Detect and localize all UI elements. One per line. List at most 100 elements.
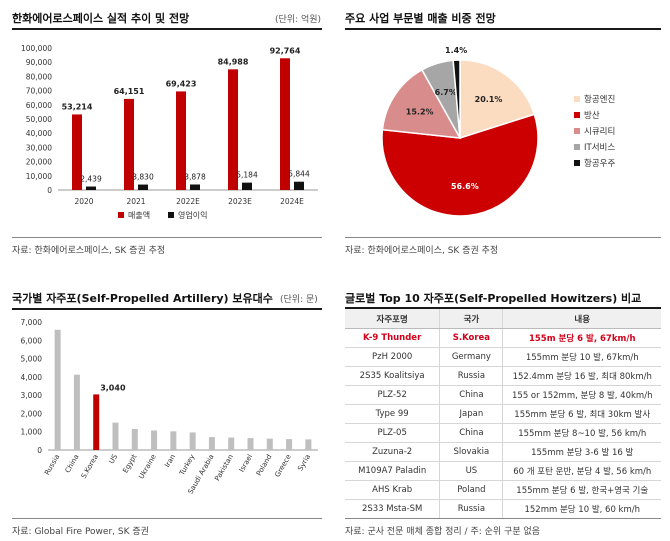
artillery-bar — [247, 438, 254, 450]
artillery-bar — [131, 428, 138, 450]
col-header-country: 국가 — [439, 309, 503, 329]
x-tick-label: Greece — [273, 453, 292, 479]
table-row: Type 99 Japan 155mm 분당 6 발, 최대 30km 발사 — [345, 404, 661, 424]
artillery-chart-title: 국가별 자주포(Self-Propelled Artillery) 보유대수 — [12, 292, 273, 305]
table-row: Zuzuna-2 Slovakia 155mm 분당 3-6 발 16 발 — [345, 442, 661, 462]
revenue-bar — [124, 98, 134, 190]
x-tick-label: 2024E — [280, 197, 304, 206]
cell-name: 2S35 Koalitsiya — [345, 366, 440, 386]
x-tick-label: Turkey — [178, 453, 197, 478]
revenue-chart-rule — [12, 28, 322, 30]
y-tick-label: 10,000 — [26, 172, 52, 181]
cell-desc: 155mm 분당 8~10 발, 56 km/h — [502, 423, 661, 443]
cell-country: Slovakia — [439, 442, 503, 462]
artillery-bar — [208, 437, 215, 450]
table-row: M109A7 Paladin US 60 개 포탄 운반, 분당 4 발, 56 k… — [345, 461, 661, 481]
segment-source-rule — [345, 237, 661, 238]
y-tick-label: 90,000 — [26, 58, 52, 67]
table-header-row: 자주포명 국가 내용 — [345, 309, 661, 329]
x-tick-label: Poland — [255, 453, 274, 477]
cell-country: China — [439, 385, 503, 405]
x-tick-label: US — [108, 453, 120, 466]
revenue-value-label: 92,764 — [270, 46, 301, 55]
artillery-bar — [112, 422, 119, 450]
pie-legend-swatch — [574, 160, 580, 166]
cell-name: PLZ-52 — [345, 385, 440, 405]
table-row: 2S35 Koalitsiya Russia 152.4mm 분당 16 발, 최대… — [345, 366, 661, 386]
revenue-bar — [280, 58, 290, 191]
revenue-source-rule — [12, 237, 322, 238]
artillery-bar — [305, 439, 312, 450]
pie-legend-label: 방산 — [584, 110, 600, 121]
pie-value-label: 15.2% — [406, 107, 434, 116]
artillery-chart-unit: (단위: 문) — [280, 295, 318, 305]
y-tick-label: 70,000 — [26, 87, 52, 96]
profit-bar — [294, 181, 304, 190]
y-tick-label: 80,000 — [26, 72, 52, 81]
profit-value-label: 3,830 — [132, 173, 154, 182]
pie-legend-swatch — [574, 128, 580, 134]
y-tick-label: 4,000 — [21, 373, 43, 382]
artillery-chart-source: 자료: Global Fire Power, SK 증권 — [12, 527, 149, 537]
revenue-chart-title: 한화에어로스페이스 실적 추이 및 전망 — [12, 12, 190, 25]
revenue-value-label: 84,988 — [218, 57, 249, 66]
cell-country: China — [439, 423, 503, 443]
profit-bar — [242, 182, 252, 190]
revenue-value-label: 69,423 — [166, 79, 197, 88]
x-tick-label: Egypt — [121, 453, 138, 475]
revenue-bar — [228, 69, 238, 190]
artillery-highlight-label: 3,040 — [100, 383, 126, 392]
pie-value-label: 20.1% — [475, 95, 503, 104]
artillery-bar — [286, 439, 293, 450]
pie-legend-label: 항공엔진 — [584, 94, 615, 105]
artillery-source-rule — [12, 518, 322, 519]
col-header-desc: 내용 — [502, 309, 661, 329]
howitzer-table-rule — [345, 307, 661, 309]
y-tick-label: 20,000 — [26, 158, 52, 167]
x-tick-label: Israel — [238, 453, 255, 474]
profit-value-label: 2,439 — [80, 175, 102, 184]
legend-label-profit: 영업이익 — [178, 210, 207, 220]
profit-value-label: 3,878 — [184, 172, 206, 181]
pie-value-label: 1.4% — [445, 46, 467, 55]
howitzer-table-source: 자료: 군사 전문 매체 종합 정리 / 주: 순위 구분 없음 — [345, 527, 541, 537]
x-tick-label: Syria — [296, 453, 312, 472]
table-row: K-9 Thunder S.Korea 155m 분당 6 발, 67km/h — [345, 328, 661, 348]
cell-name: Type 99 — [345, 404, 440, 424]
cell-desc: 155 or 152mm, 분당 8 발, 40km/h — [502, 385, 661, 405]
revenue-chart-source: 자료: 한화에어로스페이스, SK 증권 추정 — [12, 246, 166, 256]
cell-desc: 155mm 분당 6 발, 한국+영국 기술 — [502, 480, 661, 500]
revenue-value-label: 53,214 — [62, 102, 93, 111]
pie-legend-swatch — [574, 144, 580, 150]
legend-label-revenue: 매출액 — [128, 210, 150, 220]
table-row: PzH 2000 Germany 155mm 분당 10 발, 67km/h — [345, 347, 661, 367]
x-tick-label: 2021 — [126, 197, 145, 206]
howitzer-table-title: 글로벌 Top 10 자주포(Self-Propelled Howitzers)… — [345, 292, 642, 305]
cell-name: AHS Krab — [345, 480, 440, 500]
cell-country: US — [439, 461, 503, 481]
cell-name: K-9 Thunder — [345, 328, 440, 348]
cell-name: Zuzuna-2 — [345, 442, 440, 462]
y-tick-label: 100,000 — [21, 44, 52, 53]
cell-desc: 155mm 분당 3-6 발 16 발 — [502, 442, 661, 462]
y-tick-label: 50,000 — [26, 115, 52, 124]
legend-swatch-revenue — [118, 212, 124, 218]
cell-desc: 152mm 분당 10 발, 60 km/h — [502, 499, 661, 519]
howitzer-table: 자주포명 국가 내용 K-9 Thunder S.Korea 155m 분당 6 발… — [345, 309, 661, 519]
y-tick-label: 0 — [37, 446, 42, 455]
pie-legend-label: 시큐리티 — [584, 127, 615, 137]
x-tick-label: S.Korea — [80, 453, 100, 480]
pie-value-label: 6.7% — [435, 88, 457, 97]
pie-legend-swatch — [574, 96, 580, 102]
artillery-bar — [170, 431, 177, 450]
y-tick-label: 40,000 — [26, 129, 52, 138]
x-tick-label: China — [64, 453, 81, 474]
profit-bar — [190, 184, 200, 190]
x-tick-label: 2020 — [74, 197, 93, 206]
revenue-chart-unit: (단위: 억원) — [275, 15, 322, 25]
pie-slice — [459, 59, 536, 140]
y-tick-label: 1,000 — [21, 428, 43, 437]
cell-country: Japan — [439, 404, 503, 424]
cell-desc: 155mm 분당 6 발, 최대 30km 발사 — [502, 404, 661, 424]
cell-country: Russia — [439, 366, 503, 386]
